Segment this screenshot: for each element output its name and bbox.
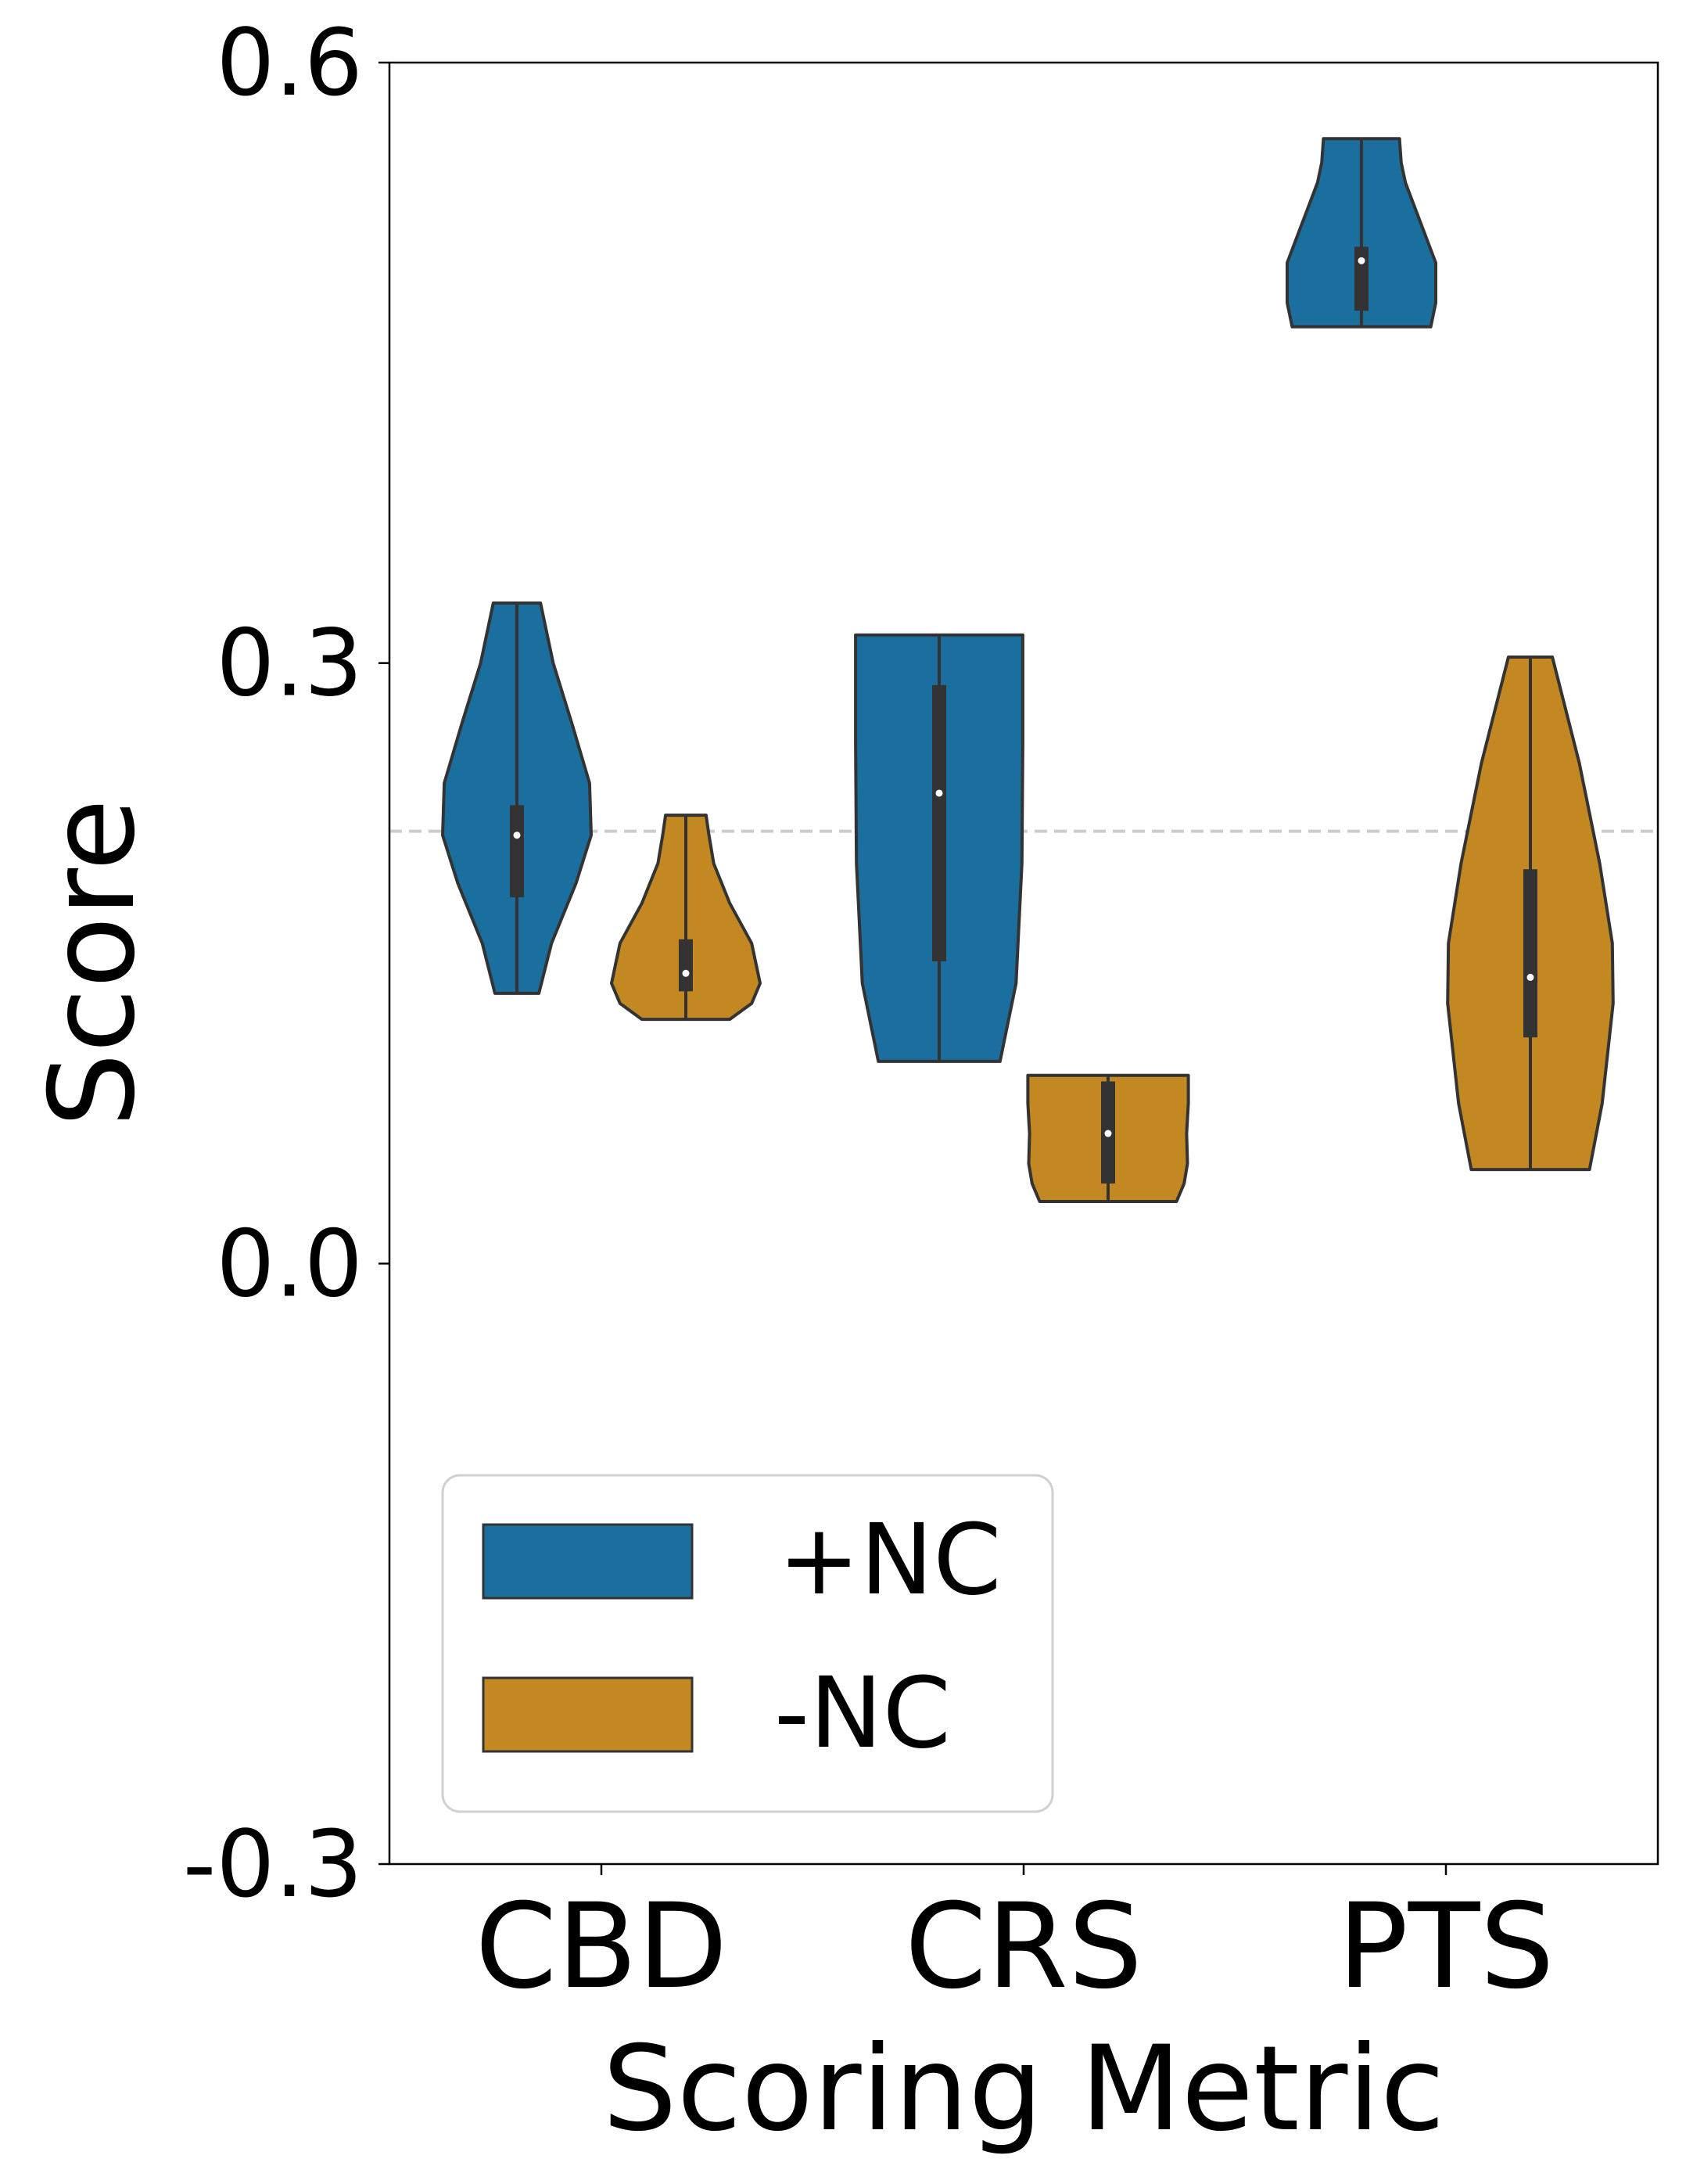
legend-swatch-plus-nc: [482, 1523, 694, 1600]
iqr-box-plusminus-nc-cbd: [510, 805, 524, 898]
legend-label-minus-nc: -NC: [774, 1657, 951, 1770]
y-tick-label: -0.3: [183, 1810, 363, 1918]
y-tick-label: 0.0: [216, 1209, 363, 1317]
x-tick-label-pts: PTS: [1337, 1879, 1554, 2015]
y-tick-label: 0.3: [216, 609, 363, 717]
iqr-box-plusminus-nc-crs: [932, 684, 946, 961]
x-axis-title: Scoring Metric: [602, 2021, 1444, 2157]
iqr-box-minus-nc-pts: [1523, 869, 1537, 1038]
legend-swatch-minus-nc: [482, 1676, 694, 1753]
median-point-minus-nc-crs: [1104, 1130, 1112, 1137]
violins-layer: [441, 137, 1615, 1203]
iqr-box-plusminus-nc-pts: [1354, 246, 1369, 311]
median-point-plusminus-nc-cbd: [513, 832, 521, 839]
y-axis-title: Score: [25, 799, 161, 1127]
median-point-plusminus-nc-pts: [1358, 257, 1365, 264]
median-point-minus-nc-cbd: [682, 969, 690, 977]
x-tick-label-cbd: CBD: [475, 1879, 727, 2015]
x-tick-label-crs: CRS: [905, 1879, 1143, 2015]
iqr-box-minus-nc-cbd: [679, 939, 693, 992]
median-point-plusminus-nc-crs: [935, 789, 943, 797]
median-point-minus-nc-pts: [1526, 973, 1534, 981]
y-tick-label: 0.6: [216, 9, 363, 117]
x-axis: CBD CRS PTS: [475, 1864, 1555, 2015]
legend-label-plus-nc: +NC: [778, 1503, 1002, 1617]
legend: +NC -NC: [441, 1474, 1054, 1813]
y-axis: 0.6 0.3 0.0 -0.3: [183, 9, 389, 1918]
